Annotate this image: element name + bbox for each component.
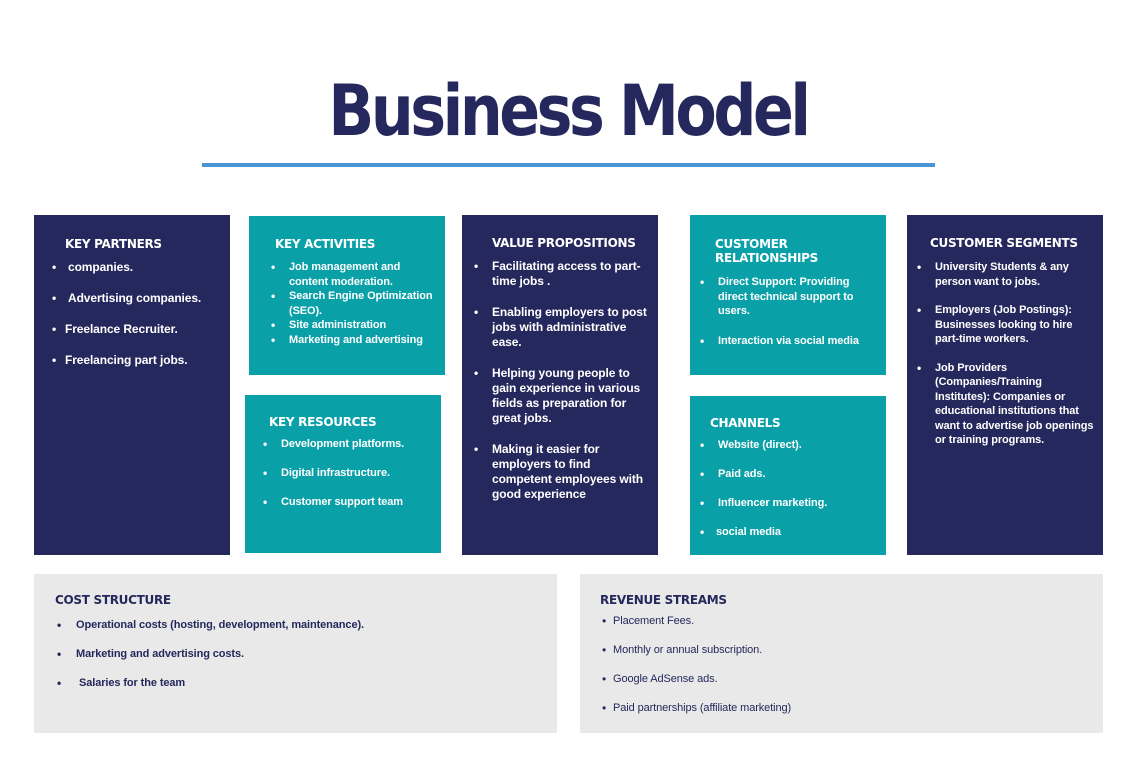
key-activities-heading: KEY ACTIVITIES (275, 237, 376, 251)
list-item: Facilitating access to part-time jobs . (472, 259, 648, 289)
value-propositions-block: VALUE PROPOSITIONS Facilitating access t… (462, 215, 658, 555)
key-partners-block: KEY PARTNERS companies. Advertising comp… (34, 215, 230, 555)
list-item: Enabling employers to post jobs with adm… (472, 305, 648, 350)
list-item: Freelance Recruiter. (50, 322, 220, 337)
list-item: University Students & any person want to… (915, 260, 1095, 289)
list-item: Advertising companies. (50, 291, 220, 306)
list-item: Freelancing part jobs. (50, 353, 220, 368)
cost-structure-block: COST STRUCTURE Operational costs (hostin… (34, 574, 557, 733)
list-item: Salaries for the team (55, 676, 547, 691)
customer-relationships-heading: CUSTOMER RELATIONSHIPS (715, 237, 819, 265)
list-item: Paid ads. (698, 467, 878, 482)
revenue-streams-list: Placement Fees. Monthly or annual subscr… (600, 614, 1093, 716)
key-partners-heading: KEY PARTNERS (65, 237, 162, 251)
cost-structure-heading: COST STRUCTURE (55, 593, 171, 607)
title-underline (202, 163, 935, 167)
customer-segments-list: University Students & any person want to… (915, 260, 1095, 448)
list-item: Marketing and advertising costs. (55, 647, 547, 662)
list-item: Site administration (269, 318, 435, 333)
key-activities-list: Job management and content moderation. S… (269, 260, 435, 347)
list-item: Interaction via social media (698, 334, 878, 349)
revenue-streams-heading: REVENUE STREAMS (600, 593, 727, 607)
key-resources-list: Development platforms. Digital infrastru… (261, 437, 431, 510)
key-activities-block: KEY ACTIVITIES Job management and conten… (249, 216, 445, 375)
list-item: Job management and content moderation. (269, 260, 435, 289)
list-item: Development platforms. (261, 437, 431, 452)
customer-relationships-list: Direct Support: Providing direct technic… (698, 275, 878, 349)
list-item: Placement Fees. (600, 614, 1093, 629)
channels-block: CHANNELS Website (direct). Paid ads. Inf… (690, 396, 886, 555)
channels-heading: CHANNELS (710, 416, 781, 430)
customer-relationships-block: CUSTOMER RELATIONSHIPS Direct Support: P… (690, 215, 886, 375)
list-item: Influencer marketing. (698, 496, 878, 511)
list-item: Job Providers (Companies/Training Instit… (915, 361, 1095, 448)
list-item: Google AdSense ads. (600, 672, 1093, 687)
list-item: Helping young people to gain experience … (472, 366, 648, 426)
value-propositions-heading: VALUE PROPOSITIONS (492, 236, 636, 250)
page-title: Business Model (328, 70, 811, 152)
customer-segments-block: CUSTOMER SEGMENTS University Students & … (907, 215, 1103, 555)
list-item: Making it easier for employers to find c… (472, 442, 648, 502)
list-item: Direct Support: Providing direct technic… (698, 275, 878, 319)
list-item: Search Engine Optimization (SEO). (269, 289, 435, 318)
list-item: companies. (50, 260, 220, 275)
list-item: Operational costs (hosting, development,… (55, 618, 547, 633)
list-item: Customer support team (261, 495, 431, 510)
value-propositions-list: Facilitating access to part-time jobs . … (472, 259, 648, 502)
revenue-streams-block: REVENUE STREAMS Placement Fees. Monthly … (580, 574, 1103, 733)
list-item: Paid partnerships (affiliate marketing) (600, 701, 1093, 716)
customer-segments-heading: CUSTOMER SEGMENTS (930, 236, 1078, 250)
key-partners-list: companies. Advertising companies. Freela… (50, 260, 220, 368)
list-item: Employers (Job Postings): Businesses loo… (915, 303, 1095, 347)
list-item: Digital infrastructure. (261, 466, 431, 481)
list-item: Website (direct). (698, 438, 878, 453)
cost-structure-list: Operational costs (hosting, development,… (55, 618, 547, 691)
list-item: Monthly or annual subscription. (600, 643, 1093, 658)
channels-list: Website (direct). Paid ads. Influencer m… (698, 438, 878, 540)
list-item: social media (698, 525, 878, 540)
list-item: Marketing and advertising (269, 333, 435, 348)
key-resources-block: KEY RESOURCES Development platforms. Dig… (245, 395, 441, 553)
key-resources-heading: KEY RESOURCES (269, 415, 377, 429)
